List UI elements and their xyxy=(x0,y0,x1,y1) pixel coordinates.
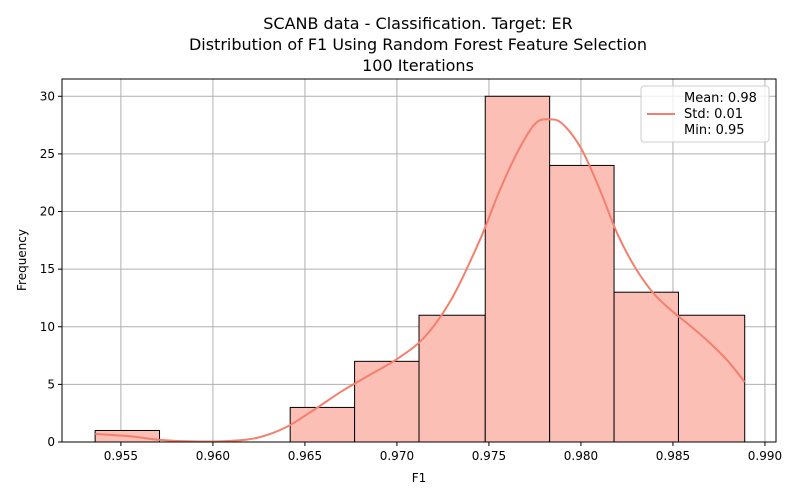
chart-title-line-1: SCANB data - Classification. Target: ER xyxy=(263,14,573,33)
y-tick-label-1: 5 xyxy=(47,377,55,391)
histogram-bar-7 xyxy=(549,164,615,443)
y-tick-label-6: 30 xyxy=(40,89,55,103)
x-tick-label-1: 0.960 xyxy=(196,449,230,463)
x-tick-label-2: 0.965 xyxy=(288,449,322,463)
histogram-bar-3 xyxy=(289,406,356,443)
x-tick-label-4: 0.975 xyxy=(472,449,506,463)
histogram-bar-4 xyxy=(354,360,420,443)
chart-title-line-3: 100 Iterations xyxy=(362,56,474,75)
x-tick-label-5: 0.980 xyxy=(564,449,598,463)
legend-min: Min: 0.95 xyxy=(684,123,745,138)
histogram-bar-8 xyxy=(613,291,679,443)
legend-std: Std: 0.01 xyxy=(684,107,743,122)
kde-curve-group xyxy=(95,118,746,443)
y-tick-label-0: 0 xyxy=(47,435,55,449)
chart-title-line-2: Distribution of F1 Using Random Forest F… xyxy=(189,35,647,54)
x-tick-label-0: 0.955 xyxy=(104,449,138,463)
chart-title: SCANB data - Classification. Target: ER … xyxy=(189,14,647,75)
y-axis-ticks: 0 5 10 15 20 25 30 xyxy=(40,89,62,449)
legend: Mean: 0.98 Std: 0.01 Min: 0.95 xyxy=(640,85,770,143)
y-tick-label-4: 20 xyxy=(40,205,55,219)
y-axis-label: Frequency xyxy=(15,229,29,291)
legend-box xyxy=(640,85,770,143)
histogram-bar-5 xyxy=(418,314,486,443)
y-tick-label-3: 15 xyxy=(40,262,55,276)
histogram-bars xyxy=(94,95,746,443)
histogram-bar-6 xyxy=(484,95,551,443)
x-tick-label-3: 0.970 xyxy=(380,449,414,463)
histogram-bar-9 xyxy=(677,314,746,443)
y-tick-label-5: 25 xyxy=(40,147,55,161)
x-tick-label-7: 0.990 xyxy=(748,449,782,463)
legend-mean: Mean: 0.98 xyxy=(684,91,757,106)
x-axis-label: F1 xyxy=(412,471,427,485)
x-tick-label-6: 0.985 xyxy=(656,449,690,463)
x-axis-ticks: 0.955 0.960 0.965 0.970 0.975 0.980 0.985 0.990 xyxy=(104,442,782,463)
plot-frame xyxy=(61,78,777,443)
kde-curve xyxy=(95,118,746,443)
y-tick-label-2: 10 xyxy=(40,320,55,334)
